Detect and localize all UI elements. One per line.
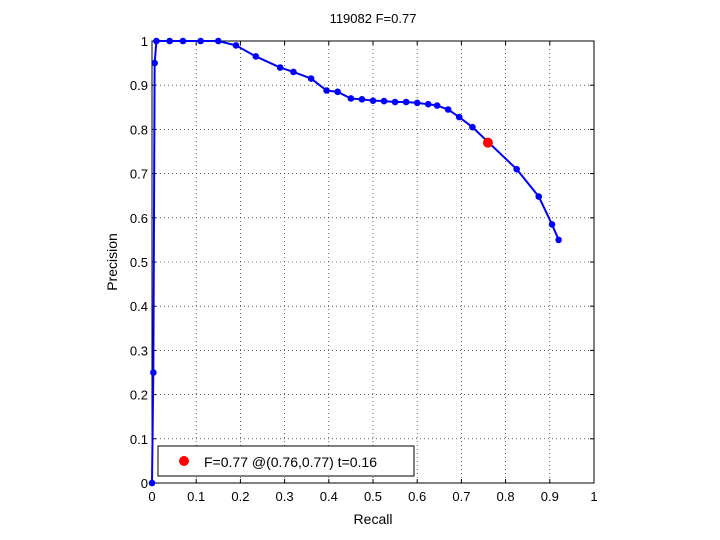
grid-lines — [152, 41, 594, 483]
series-point — [323, 87, 330, 94]
y-tick-label: 0.5 — [130, 255, 148, 270]
series-point — [150, 369, 157, 376]
legend-marker — [179, 456, 189, 466]
series-point — [334, 88, 341, 96]
series-point — [151, 59, 158, 67]
x-tick-label: 0.3 — [276, 489, 294, 504]
y-tick-label: 0.1 — [130, 432, 148, 447]
series-point — [358, 96, 366, 103]
series-point — [369, 97, 377, 104]
series-point — [290, 68, 297, 76]
x-tick-label: 1 — [590, 489, 597, 504]
y-tick-label: 0.7 — [130, 167, 148, 182]
y-tick-label: 0.4 — [130, 299, 148, 314]
series-point — [391, 98, 399, 106]
y-tick-label: 0 — [141, 476, 148, 491]
series-point — [166, 37, 173, 45]
series-point — [215, 37, 222, 45]
x-tick-label: 0 — [148, 489, 155, 504]
legend-box: F=0.77 @(0.76,0.77) t=0.16 — [157, 445, 415, 477]
x-axis: 0 0.1 0.2 0.3 0.4 0.5 0.6 0.7 0.8 0.9 1 — [148, 41, 598, 504]
series-point — [555, 236, 562, 244]
series-point — [469, 123, 476, 131]
series-point — [380, 97, 388, 105]
series-point — [424, 100, 432, 108]
x-tick-label: 0.4 — [320, 489, 338, 504]
y-tick-label: 0.8 — [130, 122, 148, 137]
x-tick-label: 0.6 — [408, 489, 426, 504]
x-tick-label: 0.8 — [497, 489, 515, 504]
x-tick-label: 0.1 — [187, 489, 205, 504]
series-point — [413, 99, 421, 107]
y-tick-label: 0.9 — [130, 78, 148, 93]
x-tick-label: 0.9 — [541, 489, 559, 504]
x-axis-label: Recall — [354, 511, 393, 527]
y-tick-label: 0.6 — [130, 211, 148, 226]
x-tick-label: 0.7 — [452, 489, 470, 504]
y-tick-label: 0.3 — [130, 343, 148, 358]
y-axis-label: Precision — [104, 233, 120, 291]
legend-frame — [157, 445, 415, 477]
series-point — [179, 37, 187, 45]
series-point — [307, 75, 315, 82]
series-point — [513, 165, 520, 173]
chart-title: 119082 F=0.77 — [330, 11, 417, 26]
x-tick-label: 0.5 — [364, 489, 382, 504]
best-f-point — [482, 137, 493, 148]
series-point — [232, 42, 240, 49]
series-point — [444, 106, 452, 113]
y-axis: 0 0.1 0.2 0.3 0.4 0.5 0.6 0.7 0.8 0.9 1 — [130, 34, 594, 491]
series-point — [402, 98, 410, 106]
series-point — [276, 64, 284, 71]
y-tick-label: 1 — [141, 34, 148, 49]
x-tick-label: 0.2 — [231, 489, 249, 504]
series-point — [153, 37, 160, 45]
series-point — [535, 193, 543, 200]
y-tick-label: 0.2 — [130, 388, 148, 403]
series-point — [252, 53, 260, 60]
series-point — [548, 221, 556, 228]
legend-label: F=0.77 @(0.76,0.77) t=0.16 — [204, 454, 377, 470]
series-point — [433, 102, 441, 109]
series-point — [455, 113, 463, 121]
series-point — [347, 95, 355, 102]
series-point — [148, 479, 156, 487]
series-point — [197, 37, 204, 45]
series-layer — [148, 37, 562, 487]
